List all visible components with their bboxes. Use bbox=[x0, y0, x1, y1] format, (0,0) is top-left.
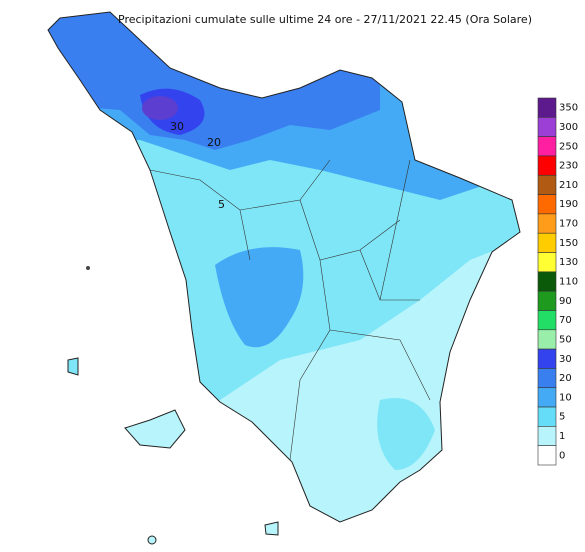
map-title: Precipitazioni cumulate sulle ultime 24 … bbox=[118, 13, 532, 26]
legend-label: 1 bbox=[559, 431, 565, 442]
legend-label: 130 bbox=[559, 257, 578, 268]
legend-swatch bbox=[537, 97, 557, 118]
legend-label: 300 bbox=[559, 122, 578, 133]
legend-swatch bbox=[537, 117, 557, 137]
color-legend: 3503002502302101901701501301109070503020… bbox=[537, 97, 578, 466]
legend-swatch bbox=[537, 232, 557, 253]
legend-swatch bbox=[537, 271, 557, 292]
contour-label: 30 bbox=[170, 120, 184, 133]
legend-swatch bbox=[537, 387, 557, 408]
legend-swatch bbox=[537, 406, 557, 427]
legend-label: 20 bbox=[559, 373, 572, 384]
legend-swatch bbox=[537, 290, 557, 311]
contour-label: 20 bbox=[207, 136, 221, 149]
legend-label: 210 bbox=[559, 180, 578, 191]
legend-label: 5 bbox=[559, 412, 565, 423]
legend-swatch bbox=[537, 348, 557, 369]
legend-swatch bbox=[537, 174, 557, 195]
legend-swatch bbox=[537, 445, 557, 466]
legend-label: 150 bbox=[559, 238, 578, 249]
legend-label: 30 bbox=[559, 354, 572, 365]
legend-swatch bbox=[537, 155, 557, 176]
legend-swatch bbox=[537, 426, 557, 446]
legend-label: 190 bbox=[559, 199, 578, 210]
legend-label: 50 bbox=[559, 334, 572, 345]
legend-label: 250 bbox=[559, 141, 578, 152]
legend-swatch bbox=[537, 310, 557, 331]
legend-label: 0 bbox=[559, 450, 565, 461]
legend-label: 110 bbox=[559, 277, 578, 288]
contour-label: 5 bbox=[218, 198, 225, 211]
legend-label: 350 bbox=[559, 103, 578, 114]
legend-label: 90 bbox=[559, 296, 572, 307]
legend-swatch bbox=[537, 329, 557, 350]
legend-label: 230 bbox=[559, 161, 578, 172]
legend-label: 170 bbox=[559, 219, 578, 230]
legend-swatch bbox=[537, 136, 557, 157]
legend-swatch bbox=[537, 213, 557, 234]
legend-label: 70 bbox=[559, 315, 572, 326]
legend-swatch bbox=[537, 252, 557, 273]
legend-label: 10 bbox=[559, 392, 572, 403]
legend-swatch bbox=[537, 194, 557, 215]
legend-swatch bbox=[537, 368, 557, 389]
